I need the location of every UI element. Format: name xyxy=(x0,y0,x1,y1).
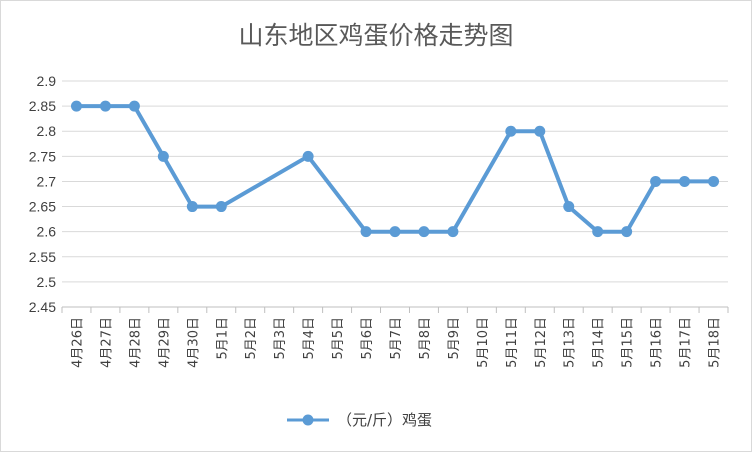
legend: （元/斤）鸡蛋 xyxy=(287,411,432,429)
x-tick-label: 5月9日 xyxy=(447,317,462,360)
x-tick-label: 5月2日 xyxy=(244,317,259,360)
x-tick-label: 5月18日 xyxy=(708,317,723,368)
x-tick-label: 5月4日 xyxy=(302,317,317,360)
y-tick-label: 2.85 xyxy=(29,98,56,114)
data-point xyxy=(621,226,633,238)
data-point xyxy=(505,125,517,137)
y-tick-label: 2.8 xyxy=(37,123,57,139)
x-tick-label: 5月8日 xyxy=(418,317,433,360)
y-tick-label: 2.7 xyxy=(37,173,57,189)
data-point xyxy=(302,150,314,162)
data-point xyxy=(592,226,604,238)
x-tick-label: 5月3日 xyxy=(273,317,288,360)
data-point xyxy=(360,226,372,238)
data-point xyxy=(99,100,111,112)
data-point xyxy=(679,175,691,187)
data-point xyxy=(534,125,546,137)
gridlines xyxy=(62,80,728,283)
data-point xyxy=(389,226,401,238)
x-tick-label: 4月27日 xyxy=(99,317,114,368)
y-tick-label: 2.55 xyxy=(29,249,56,265)
y-tick-label: 2.9 xyxy=(37,73,57,89)
x-tick-label: 5月13日 xyxy=(563,317,578,368)
data-point xyxy=(157,150,169,162)
x-tick-label: 4月30日 xyxy=(186,317,201,368)
data-point xyxy=(447,226,459,238)
data-point xyxy=(128,100,140,112)
data-point xyxy=(650,175,662,187)
x-tick-label: 5月17日 xyxy=(679,317,694,368)
data-point xyxy=(186,201,198,213)
y-tick-label: 2.65 xyxy=(29,199,56,215)
x-tick-label: 4月29日 xyxy=(157,317,172,368)
x-tick-label: 4月26日 xyxy=(70,317,85,368)
x-tick-label: 5月11日 xyxy=(505,317,520,368)
x-tick-label: 5月14日 xyxy=(592,317,607,368)
data-point xyxy=(563,201,575,213)
x-tick-label: 5月6日 xyxy=(360,317,375,360)
data-point xyxy=(215,201,227,213)
x-tick-label: 5月1日 xyxy=(215,317,230,360)
x-tick-label: 4月28日 xyxy=(128,317,143,368)
data-point xyxy=(418,226,430,238)
x-tick-label: 5月7日 xyxy=(389,317,404,360)
chart-title: 山东地区鸡蛋价格走势图 xyxy=(238,21,513,50)
series-layer xyxy=(70,100,720,238)
series-line xyxy=(74,104,716,234)
x-tick-label: 5月12日 xyxy=(534,317,549,368)
legend-label: （元/斤）鸡蛋 xyxy=(337,411,432,429)
data-point xyxy=(708,175,720,187)
x-axis-ticks: 4月26日 4月27日 4月28日 4月29日 4月30日 5月1日 5月2日 5月3日 5月4… xyxy=(70,317,722,368)
y-tick-label: 2.75 xyxy=(29,148,56,164)
legend-marker-swatch xyxy=(302,414,314,426)
x-tick-label: 5月10日 xyxy=(476,317,491,368)
x-tick-label: 5月16日 xyxy=(650,317,665,368)
x-tick-label: 5月15日 xyxy=(621,317,636,368)
y-tick-label: 2.45 xyxy=(29,299,56,315)
x-axis xyxy=(61,306,729,313)
x-tick-label: 5月5日 xyxy=(331,317,346,360)
y-tick-label: 2.6 xyxy=(37,224,57,240)
data-point xyxy=(70,100,82,112)
y-axis-ticks: 2.45 2.5 2.55 2.6 2.65 2.7 2.75 2.8 2.85 2.9 xyxy=(29,73,56,315)
y-tick-label: 2.5 xyxy=(37,274,57,290)
